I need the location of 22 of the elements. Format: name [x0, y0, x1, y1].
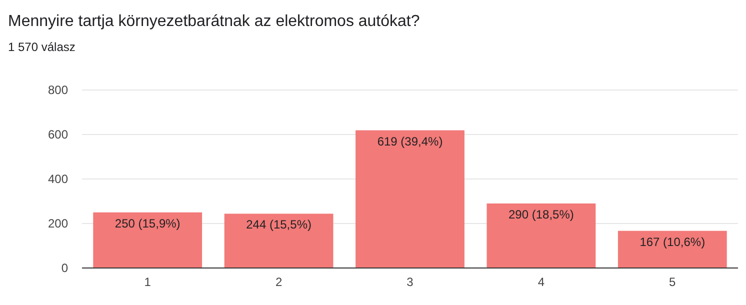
y-tick-label: 600: [48, 128, 68, 142]
data-label: 244 (15,5%): [246, 218, 312, 232]
bar: [356, 130, 464, 268]
data-label: 619 (39,4%): [377, 134, 443, 148]
x-tick-label: 3: [406, 275, 414, 289]
x-tick-label: 1: [144, 275, 152, 289]
bar: [224, 214, 334, 268]
y-tick-label: 800: [48, 83, 68, 97]
bar: [618, 230, 727, 268]
data-label: 167 (10,6%): [640, 234, 706, 249]
x-tick-label: 5: [669, 275, 676, 289]
chart-title: Mennyire tartja környezetbarátnak az elektromos autókat?: [8, 13, 420, 30]
y-tick-label: 0: [61, 261, 68, 275]
chart-subtitle: 1 570 válasz: [8, 40, 76, 54]
x-tick-label: 4: [538, 275, 545, 289]
data-label: 290 (18,5%): [508, 207, 574, 222]
y-tick-label: 400: [48, 172, 68, 186]
x-tick-label: 2: [275, 275, 282, 289]
bar: [486, 203, 596, 268]
y-tick-label: 200: [48, 216, 68, 230]
bar: [93, 212, 202, 268]
data-label: 250 (15,9%): [114, 216, 180, 230]
